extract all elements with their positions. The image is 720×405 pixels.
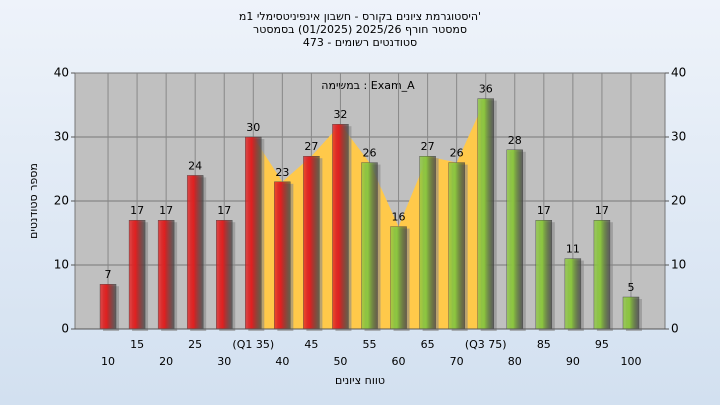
- bar: [128, 219, 146, 330]
- value-label: 11: [566, 243, 580, 256]
- bar: [390, 226, 407, 330]
- bar: [245, 136, 262, 330]
- value-label: 17: [130, 204, 144, 217]
- bar: [303, 155, 320, 330]
- bar: [274, 181, 291, 330]
- value-label: 32: [333, 108, 347, 121]
- y2-tick-label: 20: [671, 194, 686, 208]
- x-tick-label: 80: [508, 355, 522, 368]
- x-tick-label: 45: [304, 338, 318, 351]
- x-tick-label: 60: [392, 355, 406, 368]
- title-line: 473 - סטודנטים רשומים: [303, 36, 417, 49]
- value-label: 17: [537, 204, 551, 217]
- value-label: 36: [479, 83, 493, 96]
- x-tick-label: 100: [620, 355, 641, 368]
- bar: [361, 162, 378, 330]
- bar: [593, 219, 611, 330]
- y-tick-label: 30: [54, 130, 69, 144]
- x-tick-label: 70: [450, 355, 464, 368]
- title-line: סמסטר חורף 2025/26 (01/2025) בסמסטר: [253, 23, 467, 36]
- value-label: 23: [275, 166, 289, 179]
- bar: [477, 98, 494, 330]
- bar: [448, 162, 465, 330]
- y2-tick-label: 30: [671, 130, 686, 144]
- bar: [157, 219, 175, 330]
- bar: [622, 296, 640, 330]
- x-tick-label: 25: [188, 338, 202, 351]
- y-tick-label: 0: [61, 322, 69, 336]
- y2-tick-label: 40: [671, 66, 686, 80]
- value-label: 16: [392, 211, 406, 224]
- y-tick-label: 20: [54, 194, 69, 208]
- value-label: 30: [246, 121, 260, 134]
- y2-tick-label: 0: [671, 322, 679, 336]
- bar: [332, 123, 349, 330]
- value-label: 26: [363, 147, 377, 160]
- x-axis-label: טווח ציונים: [335, 374, 385, 387]
- value-label: 27: [421, 140, 435, 153]
- y-tick-label: 40: [54, 66, 69, 80]
- y-axis-label: מספר סטודנטים: [27, 163, 40, 239]
- value-label: 17: [595, 204, 609, 217]
- bar: [186, 175, 204, 330]
- value-label: 17: [217, 204, 231, 217]
- value-label: 7: [105, 268, 112, 281]
- bar: [535, 219, 553, 330]
- annotation: במשימה : Exam_A: [321, 79, 415, 92]
- x-tick-label: 30: [217, 355, 231, 368]
- value-label: 5: [627, 281, 634, 294]
- value-label: 28: [508, 134, 522, 147]
- x-tick-label: 50: [333, 355, 347, 368]
- x-tick-label: (Q3 75): [465, 338, 507, 351]
- y2-tick-label: 10: [671, 258, 686, 272]
- title-line: היסטוגרמת ציונים בקורס - חשבון אינפיניטס…: [239, 10, 481, 23]
- value-label: 17: [159, 204, 173, 217]
- bar: [419, 155, 436, 330]
- x-tick-label: (Q1 35): [232, 338, 274, 351]
- bar: [216, 219, 233, 330]
- bar: [506, 149, 523, 330]
- x-tick-label: 10: [101, 355, 115, 368]
- bar: [564, 258, 582, 330]
- x-tick-label: 55: [363, 338, 377, 351]
- bar: [99, 284, 117, 330]
- x-tick-label: 40: [275, 355, 289, 368]
- x-tick-label: 85: [537, 338, 551, 351]
- x-tick-label: 95: [595, 338, 609, 351]
- x-tick-label: 20: [159, 355, 173, 368]
- value-label: 24: [188, 159, 202, 172]
- x-tick-label: 65: [421, 338, 435, 351]
- x-tick-label: 15: [130, 338, 144, 351]
- value-label: 27: [304, 140, 318, 153]
- y-tick-label: 10: [54, 258, 69, 272]
- x-tick-label: 90: [566, 355, 580, 368]
- value-label: 26: [450, 147, 464, 160]
